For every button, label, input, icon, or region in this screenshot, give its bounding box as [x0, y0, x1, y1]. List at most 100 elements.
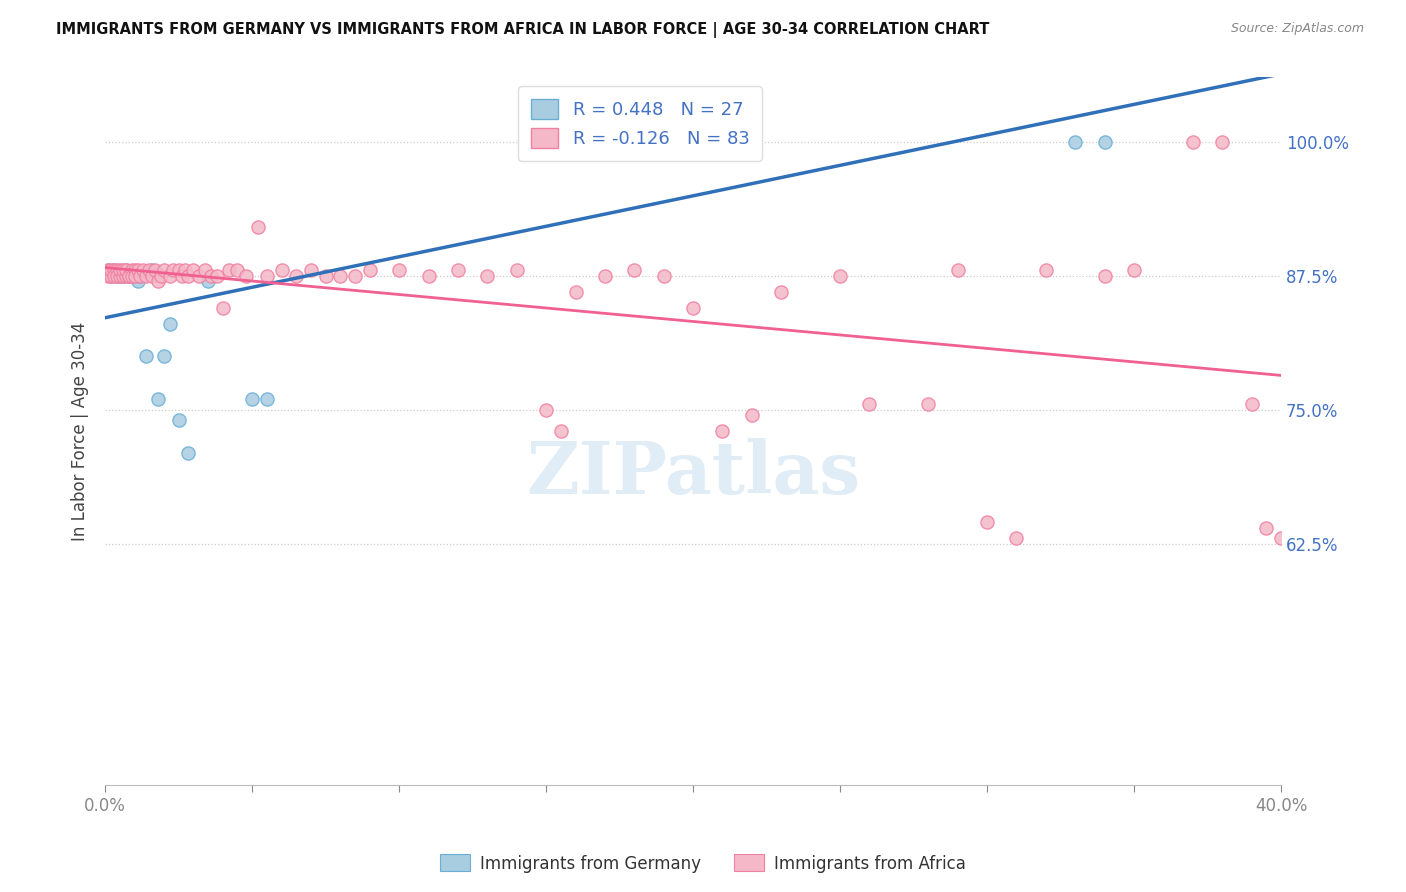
Point: [315, 268, 337, 283]
Point: [105, 268, 128, 283]
Point: [124, 268, 146, 283]
Point: [197, 274, 219, 288]
Point: [1094, 135, 1116, 149]
Point: [159, 268, 181, 283]
Point: [146, 274, 169, 288]
Point: [162, 263, 184, 277]
Point: [200, 268, 222, 283]
Point: [114, 268, 136, 283]
Point: [711, 424, 734, 438]
Point: [741, 408, 763, 422]
Point: [141, 268, 163, 283]
Point: [770, 285, 793, 299]
Point: [114, 263, 136, 277]
Point: [167, 413, 190, 427]
Point: [1123, 263, 1146, 277]
Point: [623, 263, 645, 277]
Point: [118, 268, 141, 283]
Point: [132, 263, 155, 277]
Point: [477, 268, 499, 283]
Point: [256, 268, 278, 283]
Point: [194, 263, 217, 277]
Point: [418, 268, 440, 283]
Point: [388, 263, 411, 277]
Point: [118, 268, 141, 283]
Point: [150, 268, 173, 283]
Point: [108, 268, 131, 283]
Point: [682, 301, 704, 315]
Point: [247, 220, 270, 235]
Point: [97, 268, 120, 283]
Point: [111, 268, 134, 283]
Point: [652, 268, 675, 283]
Point: [1181, 135, 1204, 149]
Point: [534, 402, 557, 417]
Point: [100, 263, 122, 277]
Point: [1094, 268, 1116, 283]
Point: [153, 263, 176, 277]
Point: [1270, 531, 1292, 545]
Point: [129, 268, 152, 283]
Point: [226, 263, 249, 277]
Point: [828, 268, 851, 283]
Point: [167, 263, 190, 277]
Point: [127, 274, 149, 288]
Point: [506, 263, 529, 277]
Text: ZIPatlas: ZIPatlas: [526, 438, 860, 509]
Point: [550, 424, 572, 438]
Point: [121, 263, 143, 277]
Point: [359, 263, 381, 277]
Text: IMMIGRANTS FROM GERMANY VS IMMIGRANTS FROM AFRICA IN LABOR FORCE | AGE 30-34 COR: IMMIGRANTS FROM GERMANY VS IMMIGRANTS FR…: [56, 22, 990, 38]
Point: [270, 263, 292, 277]
Legend: R = 0.448   N = 27, R = -0.126   N = 83: R = 0.448 N = 27, R = -0.126 N = 83: [519, 87, 762, 161]
Point: [111, 268, 134, 283]
Point: [1256, 520, 1278, 534]
Point: [946, 263, 969, 277]
Y-axis label: In Labor Force | Age 30-34: In Labor Force | Age 30-34: [72, 321, 89, 541]
Point: [121, 268, 143, 283]
Point: [108, 268, 131, 283]
Point: [118, 268, 141, 283]
Point: [170, 268, 193, 283]
Point: [108, 263, 131, 277]
Point: [100, 268, 122, 283]
Point: [858, 397, 880, 411]
Point: [240, 392, 263, 406]
Point: [143, 263, 166, 277]
Point: [111, 263, 134, 277]
Point: [103, 268, 125, 283]
Point: [579, 135, 602, 149]
Point: [127, 263, 149, 277]
Point: [299, 263, 322, 277]
Point: [256, 392, 278, 406]
Point: [103, 263, 125, 277]
Point: [1211, 135, 1233, 149]
Point: [1064, 135, 1087, 149]
Point: [138, 263, 160, 277]
Point: [1240, 397, 1263, 411]
Point: [100, 268, 122, 283]
Point: [176, 445, 198, 459]
Point: [976, 515, 998, 529]
Point: [183, 263, 205, 277]
Point: [129, 268, 152, 283]
Point: [121, 268, 143, 283]
Point: [105, 263, 128, 277]
Point: [344, 268, 367, 283]
Point: [114, 263, 136, 277]
Point: [211, 301, 233, 315]
Point: [329, 268, 352, 283]
Point: [550, 135, 572, 149]
Point: [135, 349, 157, 363]
Point: [285, 268, 308, 283]
Point: [218, 263, 240, 277]
Point: [97, 263, 120, 277]
Point: [205, 268, 228, 283]
Point: [146, 392, 169, 406]
Point: [124, 268, 146, 283]
Point: [97, 263, 120, 277]
Legend: Immigrants from Germany, Immigrants from Africa: Immigrants from Germany, Immigrants from…: [433, 847, 973, 880]
Point: [135, 268, 157, 283]
Point: [534, 135, 557, 149]
Point: [188, 268, 211, 283]
